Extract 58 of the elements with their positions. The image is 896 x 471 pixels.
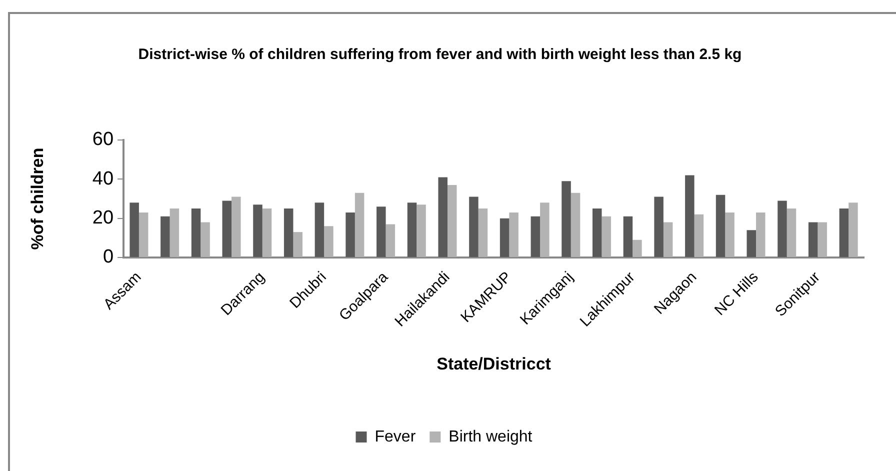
y-tick-label: 0 [102,246,114,268]
bar [293,232,302,257]
bar [623,216,633,257]
bar [232,196,241,257]
bar [200,222,210,257]
y-tick-label: 40 [92,168,114,190]
bar [725,212,734,257]
bar [530,216,540,257]
bar [314,202,324,257]
bar [469,196,478,257]
bar [262,208,272,257]
bar [284,208,294,257]
bar [478,208,488,257]
bar [818,222,827,257]
bar [746,230,756,257]
bar [663,222,673,257]
bar [170,208,180,257]
bar [808,222,818,257]
bar [324,226,334,257]
bar [438,177,448,257]
bar [570,192,580,257]
y-tick-label: 20 [92,208,114,229]
bar [839,208,849,257]
bar [160,216,170,257]
legend-label: Fever [374,428,416,446]
bar [130,202,139,257]
chart-title: District-wise % of children suffering from fever and with birth weight less than 2.5 kg [137,45,743,65]
bar [778,200,787,257]
bar [694,214,704,257]
bar [416,204,426,257]
bar [354,192,364,257]
bar [592,208,602,257]
bar [562,181,571,257]
y-tick-label: 60 [92,129,114,150]
bar [138,212,148,257]
y-axis-title: %of children [28,148,47,250]
bar [756,212,766,257]
x-tick-label: NC Hills [711,268,762,319]
bar [632,240,642,257]
bar [500,218,510,257]
bar [716,194,726,257]
bar [540,202,550,257]
x-axis-title: State/Districct [436,354,552,374]
bar [386,224,396,257]
bar [685,175,694,257]
bar [654,196,664,257]
bar [447,185,457,257]
bar [786,208,796,257]
legend-label: Birth weight [448,428,533,446]
bar [376,206,386,257]
bar [509,212,518,257]
bar [191,208,201,257]
bar [346,212,355,257]
bar [602,216,612,257]
bar [848,202,858,257]
bar [407,202,417,257]
bar [222,200,232,257]
bar [253,204,262,257]
